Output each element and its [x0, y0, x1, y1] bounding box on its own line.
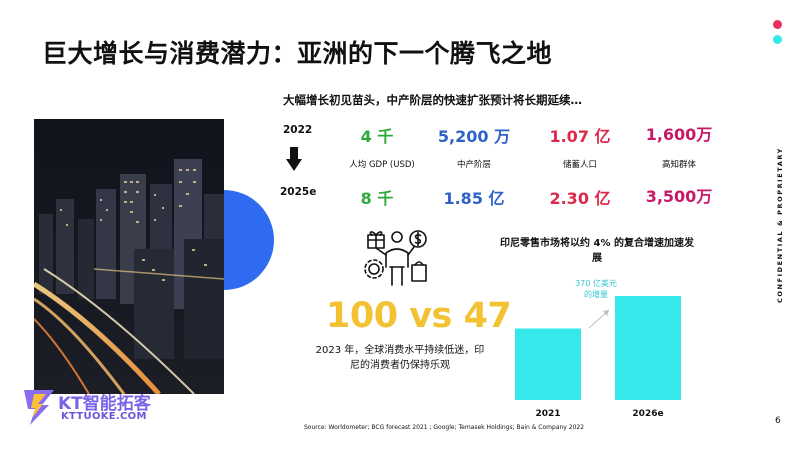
retail-bar-chart: 2021 2026e	[505, 270, 705, 420]
educated-2022: 1,600万	[645, 125, 713, 144]
source-note: Source: Worldometer; BCG forecast 2021 ;…	[304, 424, 585, 431]
cyan-dot	[773, 35, 782, 44]
bar-2026e	[615, 296, 681, 400]
chart-title: 印尼零售市场将以约 4% 的复合增速加速发展	[500, 238, 694, 264]
consumer-shopping-icon	[362, 227, 432, 291]
chart-annotation-line1: 370 亿美元	[575, 279, 617, 288]
logo-name: KT智能拓客	[58, 394, 151, 414]
logo-bolt-icon	[22, 388, 56, 430]
year-start: 2022	[283, 124, 313, 136]
consumer-note: 2023 年，全球消费水平持续低迷，印尼的消费者仍保持乐观	[315, 345, 485, 371]
chart-annotation-line2: 的增量	[584, 290, 608, 299]
down-arrow-icon	[286, 147, 302, 175]
gdp-label: 人均 GDP (USD)	[349, 160, 415, 170]
savings-label: 储蓄人口	[562, 160, 597, 170]
section-subtitle: 大幅增长初见苗头，中产阶层的快速扩张预计将长期延续…	[283, 93, 582, 107]
savings-2022: 1.07 亿	[549, 127, 611, 146]
slide-title: 巨大增长与消费潜力：亚洲的下一个腾飞之地	[42, 39, 553, 68]
confidential-label: CONFIDENTIAL & PROPRIETARY	[776, 147, 784, 303]
bar-label-2026e: 2026e	[632, 409, 663, 419]
annotation-arrowhead	[603, 310, 609, 316]
gdp-2025: 8 千	[360, 189, 394, 208]
pink-dot	[773, 20, 782, 29]
blue-accent-shape	[224, 190, 274, 290]
educated-label: 高知群体	[661, 160, 696, 170]
middle-class-2025: 1.85 亿	[443, 189, 505, 208]
bar-2021	[515, 328, 581, 400]
bar-label-2021: 2021	[535, 409, 560, 419]
gdp-2022: 4 千	[360, 127, 394, 146]
middle-class-2022: 5,200 万	[437, 127, 511, 146]
educated-2025: 3,500万	[645, 187, 713, 206]
savings-2025: 2.30 亿	[549, 189, 611, 208]
year-end: 2025e	[280, 186, 317, 198]
page-number: 6	[775, 416, 781, 426]
logo-url: KTTUOKE.COM	[61, 411, 147, 422]
optimism-compare: 100 vs 47	[326, 296, 512, 336]
chart-svg: 2021 2026e	[515, 296, 681, 419]
middle-class-label: 中产阶层	[456, 160, 491, 170]
city-night-photo	[34, 119, 224, 394]
